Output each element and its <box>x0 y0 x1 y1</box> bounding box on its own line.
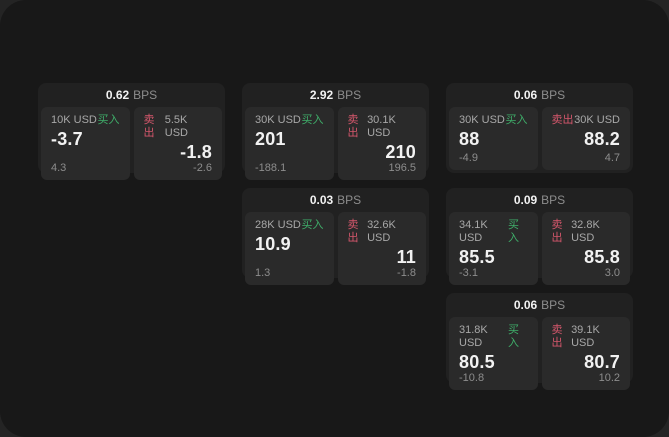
sell-side-label: 卖出 <box>551 219 563 244</box>
sell-side-label: 卖出 <box>347 114 359 139</box>
buy-sub-value: 1.3 <box>255 267 271 279</box>
sell-sub-value: -2.6 <box>193 162 212 174</box>
buy-price-panel[interactable]: 31.8K USD 买入 80.5 -10.8 <box>449 317 538 390</box>
buy-price: 201 <box>255 129 286 149</box>
buy-price: 88 <box>459 129 480 149</box>
spread-header: 0.06 BPS <box>449 83 630 107</box>
buy-price: 80.5 <box>459 352 495 372</box>
spread-header: 0.06 BPS <box>449 293 630 317</box>
sell-size-label: 39.1K USD <box>571 324 600 349</box>
sell-size-label: 32.6K USD <box>367 219 396 244</box>
spread-header: 0.03 BPS <box>245 188 426 212</box>
spread-unit: BPS <box>133 88 158 102</box>
buy-side-label: 买入 <box>505 114 528 126</box>
buy-price: -3.7 <box>51 129 83 149</box>
buy-sub-value: -3.1 <box>459 267 478 279</box>
buy-price-panel[interactable]: 10K USD 买入 -3.7 4.3 <box>41 107 130 180</box>
sell-side-label: 卖出 <box>347 219 359 244</box>
sell-price: 85.8 <box>584 247 620 267</box>
buy-price-panel[interactable]: 30K USD 买入 201 -188.1 <box>245 107 334 180</box>
buy-side-label: 买入 <box>301 114 324 126</box>
buy-sub-value: -4.9 <box>459 152 478 164</box>
spread-value: 2.92 <box>309 88 334 102</box>
sell-price: 210 <box>385 142 416 162</box>
buy-size-label: 28K USD <box>255 219 301 231</box>
sell-price: 11 <box>396 247 416 267</box>
sell-price-panel[interactable]: 卖出 32.8K USD 85.8 3.0 <box>541 212 630 285</box>
sell-price: -1.8 <box>180 142 212 162</box>
sell-price: 88.2 <box>584 129 620 149</box>
sell-size-label: 5.5K USD <box>164 114 188 139</box>
buy-sub-value: -188.1 <box>255 162 287 174</box>
sell-size-label: 30K USD <box>574 114 620 126</box>
buy-size-label: 34.1K USD <box>459 219 488 244</box>
buy-side-label: 买入 <box>507 324 519 349</box>
sell-sub-value: 4.7 <box>604 152 620 164</box>
quote-card-6: 0.06 BPS 31.8K USD 买入 80.5 -10.8 卖出 39.1… <box>446 293 633 390</box>
buy-side-label: 买入 <box>507 219 519 244</box>
buy-size-label: 10K USD <box>51 114 97 126</box>
quote-card-5: 0.09 BPS 34.1K USD 买入 85.5 -3.1 卖出 32.8K… <box>446 188 633 285</box>
spread-unit: BPS <box>337 193 362 207</box>
spread-value: 0.06 <box>513 298 538 312</box>
sell-price: 80.7 <box>584 352 620 372</box>
sell-size-label: 30.1K USD <box>367 114 396 139</box>
buy-price: 85.5 <box>459 247 495 267</box>
buy-size-label: 30K USD <box>459 114 505 126</box>
spread-value: 0.03 <box>309 193 334 207</box>
sell-sub-value: 3.0 <box>604 267 620 279</box>
buy-side-label: 买入 <box>301 219 324 231</box>
buy-price-panel[interactable]: 30K USD 买入 88 -4.9 <box>449 107 538 170</box>
sell-side-label: 卖出 <box>143 114 155 139</box>
sell-size-label: 32.8K USD <box>571 219 600 244</box>
sell-sub-value: -1.8 <box>397 267 416 279</box>
quote-card-3: 0.06 BPS 30K USD 买入 88 -4.9 卖出 30K USD 8… <box>446 83 633 173</box>
sell-price-panel[interactable]: 卖出 30K USD 88.2 4.7 <box>541 107 630 170</box>
spread-unit: BPS <box>541 298 566 312</box>
spread-value: 0.06 <box>513 88 538 102</box>
sell-price-panel[interactable]: 卖出 30.1K USD 210 196.5 <box>337 107 426 180</box>
buy-price-panel[interactable]: 34.1K USD 买入 85.5 -3.1 <box>449 212 538 285</box>
sell-price-panel[interactable]: 卖出 32.6K USD 11 -1.8 <box>337 212 426 285</box>
buy-side-label: 买入 <box>97 114 120 126</box>
buy-size-label: 30K USD <box>255 114 301 126</box>
sell-sub-value: 10.2 <box>598 372 620 384</box>
buy-sub-value: 4.3 <box>51 162 67 174</box>
spread-unit: BPS <box>541 88 566 102</box>
sell-side-label: 卖出 <box>551 114 574 126</box>
quote-card-1: 0.62 BPS 10K USD 买入 -3.7 4.3 卖出 5.5K USD… <box>38 83 225 180</box>
spread-header: 2.92 BPS <box>245 83 426 107</box>
buy-price: 10.9 <box>255 234 291 254</box>
sell-sub-value: 196.5 <box>388 162 416 174</box>
spread-value: 0.62 <box>105 88 130 102</box>
spread-header: 0.62 BPS <box>41 83 222 107</box>
sell-price-panel[interactable]: 卖出 39.1K USD 80.7 10.2 <box>541 317 630 390</box>
spread-header: 0.09 BPS <box>449 188 630 212</box>
quote-card-2: 2.92 BPS 30K USD 买入 201 -188.1 卖出 30.1K … <box>242 83 429 180</box>
buy-sub-value: -10.8 <box>459 372 485 384</box>
buy-price-panel[interactable]: 28K USD 买入 10.9 1.3 <box>245 212 334 285</box>
spread-value: 0.09 <box>513 193 538 207</box>
spread-unit: BPS <box>541 193 566 207</box>
sell-price-panel[interactable]: 卖出 5.5K USD -1.8 -2.6 <box>133 107 222 180</box>
sell-side-label: 卖出 <box>551 324 563 349</box>
buy-size-label: 31.8K USD <box>459 324 488 349</box>
spread-unit: BPS <box>337 88 362 102</box>
quote-card-4: 0.03 BPS 28K USD 买入 10.9 1.3 卖出 32.6K US… <box>242 188 429 285</box>
